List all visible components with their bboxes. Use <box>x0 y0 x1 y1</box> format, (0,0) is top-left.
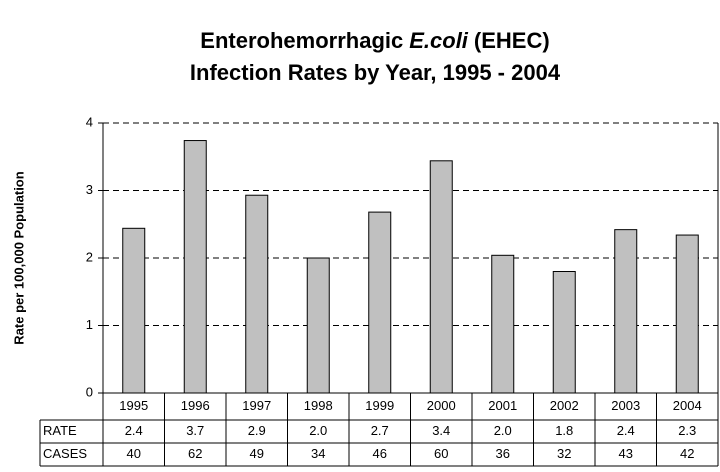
y-axis-label: Rate per 100,000 Population <box>11 171 26 344</box>
bar <box>306 257 330 394</box>
x-tick-label: 2001 <box>488 398 517 413</box>
title-part: Enterohemorrhagic <box>200 28 403 53</box>
rate-cell: 2.0 <box>309 423 327 438</box>
x-tick-label: 1999 <box>365 398 394 413</box>
x-tick-label: 2003 <box>611 398 640 413</box>
bar <box>183 140 207 394</box>
rate-cell: 2.3 <box>678 423 696 438</box>
x-tick-label: 2002 <box>550 398 579 413</box>
cases-cell: 62 <box>188 446 202 461</box>
rate-cell: 2.7 <box>371 423 389 438</box>
y-tick-label: 3 <box>86 182 93 197</box>
cases-cell: 46 <box>373 446 387 461</box>
bar <box>491 254 515 394</box>
rate-cell: 1.8 <box>555 423 573 438</box>
cases-cell: 32 <box>557 446 571 461</box>
rate-cell: 3.4 <box>432 423 450 438</box>
title-part: E.coli <box>409 28 469 53</box>
x-tick-label: 1995 <box>119 398 148 413</box>
bar <box>122 227 146 394</box>
x-tick-label: 2000 <box>427 398 456 413</box>
bar <box>614 229 638 394</box>
cases-cell: 42 <box>680 446 694 461</box>
rate-cell: 2.4 <box>125 423 143 438</box>
y-tick-label: 4 <box>86 114 93 129</box>
bar <box>552 271 576 394</box>
bar <box>245 194 269 394</box>
x-tick-label: 1998 <box>304 398 333 413</box>
chart-title: Infection Rates by Year, 1995 - 2004 <box>190 60 561 85</box>
chart-title: Enterohemorrhagic E.coli (EHEC) <box>200 28 549 53</box>
rate-cell: 2.9 <box>248 423 266 438</box>
cases-cell: 60 <box>434 446 448 461</box>
cases-cell: 43 <box>619 446 633 461</box>
rate-cell: 3.7 <box>186 423 204 438</box>
cases-cell: 36 <box>496 446 510 461</box>
rate-cell: 2.4 <box>617 423 635 438</box>
bar <box>368 211 392 394</box>
rate-cell: 2.0 <box>494 423 512 438</box>
cases-cell: 40 <box>127 446 141 461</box>
row-label: RATE <box>43 423 77 438</box>
cases-cell: 49 <box>250 446 264 461</box>
y-tick-label: 2 <box>86 249 93 264</box>
y-tick-label: 0 <box>86 384 93 399</box>
x-tick-label: 2004 <box>673 398 702 413</box>
y-tick-label: 1 <box>86 317 93 332</box>
bar <box>675 234 699 394</box>
x-tick-label: 1997 <box>242 398 271 413</box>
x-tick-label: 1996 <box>181 398 210 413</box>
bar <box>429 160 453 394</box>
cases-cell: 34 <box>311 446 325 461</box>
title-part: (EHEC) <box>474 28 550 53</box>
row-label: CASES <box>43 446 87 461</box>
